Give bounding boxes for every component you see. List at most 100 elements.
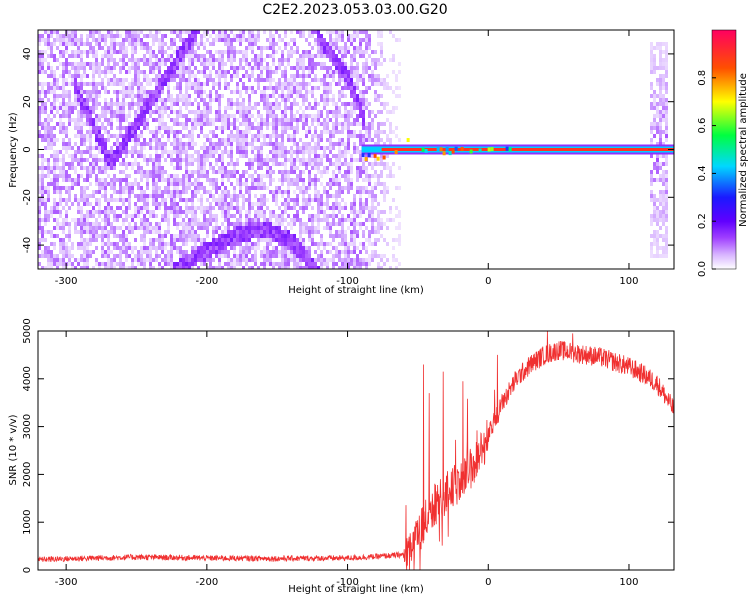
spectrogram-cell — [143, 262, 146, 266]
spectrogram-cell — [377, 254, 380, 258]
spectrogram-cell — [296, 94, 299, 98]
spectrogram-cell — [152, 230, 155, 234]
spectrogram-cell — [236, 118, 239, 122]
spectrogram-cell — [206, 190, 209, 194]
spectrogram-cell — [134, 78, 137, 82]
spectrogram-cell — [284, 102, 287, 106]
spectrogram-cell — [374, 254, 377, 258]
spectrogram-cell — [158, 238, 161, 242]
spectrogram-cell — [143, 122, 146, 126]
spectrogram-cell — [83, 102, 86, 106]
spectrogram-cell — [263, 254, 266, 258]
spectrogram-cell — [236, 50, 239, 54]
spectrogram-cell — [200, 98, 203, 102]
spectrogram-cell — [341, 250, 344, 254]
spectrogram-cell — [260, 234, 263, 238]
spectrogram-cell — [344, 118, 347, 122]
spectrogram-cell — [74, 74, 77, 78]
spectrogram-cell — [254, 250, 257, 254]
spectrogram-cell — [176, 82, 179, 86]
spectrogram-cell — [74, 150, 77, 154]
spectrogram-cell — [110, 162, 113, 166]
spectrogram-cell — [257, 202, 260, 206]
spectrogram-cell — [224, 166, 227, 170]
spectrogram-cell — [383, 254, 386, 258]
spectrogram-cell — [176, 46, 179, 50]
spectrogram-cell — [98, 262, 101, 266]
spectrogram-cell — [161, 234, 164, 238]
spectrogram-cell — [653, 118, 656, 122]
spectrogram-cell — [374, 250, 377, 254]
spectrogram-cell — [290, 250, 293, 254]
spectrogram-cell — [134, 38, 137, 42]
spectrogram-cell — [86, 82, 89, 86]
spectrogram-cell — [380, 154, 383, 158]
spectrogram-cell — [128, 90, 131, 94]
spectrogram-cell — [305, 262, 308, 266]
spectrogram-cell — [377, 58, 380, 62]
spectrogram-cell — [215, 146, 218, 150]
spectrogram-cell — [224, 38, 227, 42]
spectrogram-cell — [224, 238, 227, 242]
spectrogram-cell — [68, 34, 71, 38]
spectrogram-cell — [122, 134, 125, 138]
spectrogram-cell — [365, 250, 368, 254]
spectrogram-cell — [74, 158, 77, 162]
spectrogram-cell — [338, 98, 341, 102]
spectrogram-cell — [44, 38, 47, 42]
spectrogram-cell — [110, 50, 113, 54]
spectrogram-cell — [284, 30, 287, 34]
spectrogram-cell — [161, 250, 164, 254]
spectrogram-cell — [98, 46, 101, 50]
spectrogram-cell — [650, 198, 653, 202]
spectrogram-cell — [98, 166, 101, 170]
spectrogram-cell — [122, 118, 125, 122]
spectrogram-cell — [353, 146, 356, 150]
spectrogram-cell — [284, 154, 287, 158]
spectrogram-cell — [161, 98, 164, 102]
spectrogram-cell — [338, 66, 341, 70]
spectrogram-cell — [395, 106, 398, 110]
spectrogram-cell — [185, 78, 188, 82]
spectrogram-cell — [308, 158, 311, 162]
spectrogram-cell — [281, 178, 284, 182]
spectrogram-cell — [86, 42, 89, 46]
spectrogram-cell — [38, 222, 41, 226]
spectrogram-cell — [92, 106, 95, 110]
spectrogram-cell — [71, 242, 74, 246]
spectrogram-cell — [368, 182, 371, 186]
spectrogram-cell — [275, 114, 278, 118]
spectrogram-cell — [299, 258, 302, 262]
spectrogram-cell — [89, 138, 92, 142]
spectrogram-cell — [227, 218, 230, 222]
spectrogram-cell — [221, 206, 224, 210]
spectrogram-cell — [347, 174, 350, 178]
spectrogram-cell — [155, 238, 158, 242]
spectrogram-cell — [242, 82, 245, 86]
spectrogram-cell — [650, 50, 653, 54]
spectrogram-cell — [362, 78, 365, 82]
spectrogram-cell — [59, 158, 62, 162]
spectrogram-cell — [350, 170, 353, 174]
spectrogram-cell — [293, 214, 296, 218]
spectrogram-cell — [275, 234, 278, 238]
spectrogram-cell — [164, 242, 167, 246]
spectrogram-cell — [125, 258, 128, 262]
spectrogram-cell — [149, 110, 152, 114]
spectrogram-cell — [227, 70, 230, 74]
spectrogram-cell — [104, 230, 107, 234]
spectrogram-cell — [110, 118, 113, 122]
spectrogram-cell — [371, 118, 374, 122]
spectrogram-cell — [143, 34, 146, 38]
spectrogram-cell — [284, 66, 287, 70]
spectrogram-cell — [368, 46, 371, 50]
spectrogram-cell — [188, 254, 191, 258]
spectrogram-cell — [44, 146, 47, 150]
spectrogram-cell — [329, 50, 332, 54]
spectrogram-cell — [272, 226, 275, 230]
spectrogram-cell — [65, 218, 68, 222]
spectrogram-cell — [314, 198, 317, 202]
spectrogram-cell — [149, 174, 152, 178]
spectrogram-cell — [53, 262, 56, 266]
spectrogram-cell — [110, 30, 113, 34]
